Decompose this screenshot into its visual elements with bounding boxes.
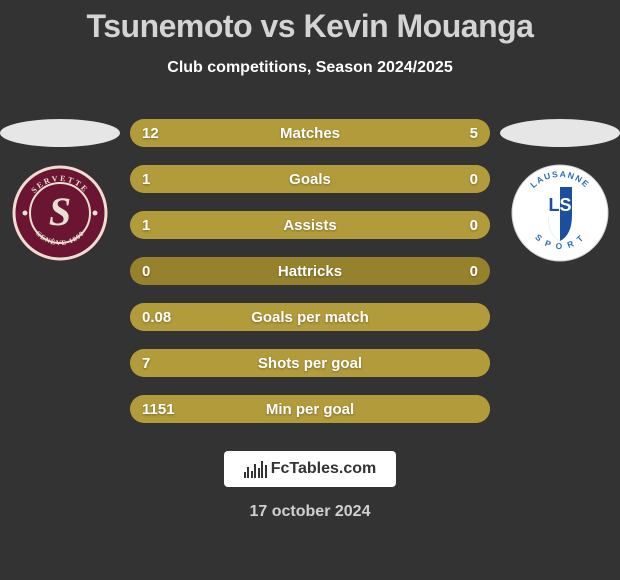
- footer-brand-text: FcTables.com: [271, 460, 377, 478]
- stat-label: Shots per goal: [130, 349, 490, 377]
- player-shadow-right: [500, 119, 620, 147]
- stat-label: Goals: [130, 165, 490, 193]
- club-crest-left: SERVETTE GENÈVE 1890 S: [10, 163, 110, 263]
- stat-row: 7Shots per goal: [130, 349, 490, 377]
- page-subtitle: Club competitions, Season 2024/2025: [0, 59, 620, 77]
- footer-brand-badge: FcTables.com: [224, 451, 396, 487]
- stat-row: 10Assists: [130, 211, 490, 239]
- stat-row: 1151Min per goal: [130, 395, 490, 423]
- svg-text:S: S: [49, 189, 71, 234]
- stat-row: 00Hattricks: [130, 257, 490, 285]
- player-shadow-left: [0, 119, 120, 147]
- stat-row: 10Goals: [130, 165, 490, 193]
- club-crest-right: LAUSANNE S P O R T LS LS: [510, 163, 610, 263]
- stat-label: Hattricks: [130, 257, 490, 285]
- comparison-content: SERVETTE GENÈVE 1890 S 125Matches 10Goals…: [0, 119, 620, 423]
- stat-label: Assists: [130, 211, 490, 239]
- page-title: Tsunemoto vs Kevin Mouanga: [0, 0, 620, 45]
- chart-bars-icon: [244, 460, 267, 478]
- stat-label: Min per goal: [130, 395, 490, 423]
- stat-row: 125Matches: [130, 119, 490, 147]
- club-right-column: LAUSANNE S P O R T LS LS: [500, 119, 620, 263]
- footer-date: 17 october 2024: [0, 503, 620, 521]
- club-left-column: SERVETTE GENÈVE 1890 S: [0, 119, 120, 263]
- stats-bars: 125Matches 10Goals 10Assists 00Hattricks 0.0…: [130, 119, 490, 423]
- stat-label: Goals per match: [130, 303, 490, 331]
- stat-row: 0.08Goals per match: [130, 303, 490, 331]
- stat-label: Matches: [130, 119, 490, 147]
